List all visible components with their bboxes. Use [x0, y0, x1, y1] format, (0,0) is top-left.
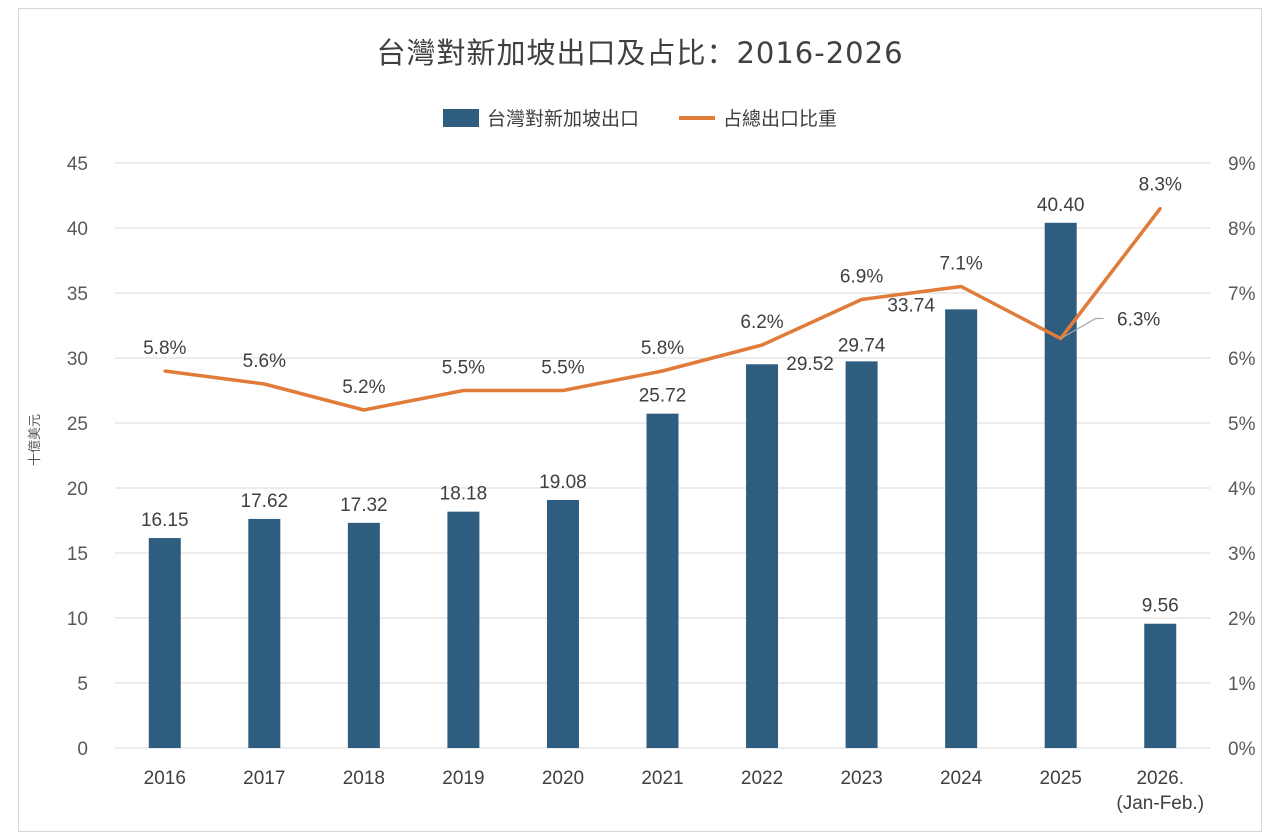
bar-data-label: 19.08 [539, 472, 587, 493]
y-tick-right: 7% [1228, 284, 1256, 305]
share-point [262, 382, 266, 386]
legend-item-exports: 台灣對新加坡出口 [442, 104, 639, 131]
share-point [561, 389, 565, 392]
bar [646, 413, 679, 748]
bar [945, 309, 978, 748]
y-tick-left: 35 [67, 284, 88, 305]
chart-frame [18, 8, 1262, 832]
y-tick-left: 5 [77, 674, 88, 695]
legend-label: 占總出口比重 [723, 108, 838, 130]
x-tick-label: 2022 [741, 768, 783, 789]
line-data-label: 5.8% [143, 338, 186, 359]
x-tick-label: 2019 [442, 768, 484, 789]
legend-swatch-line [679, 115, 715, 120]
bar [845, 361, 878, 748]
y-tick-right: 3% [1228, 544, 1256, 565]
line-data-label: 5.8% [641, 338, 684, 359]
line-data-label: 6.3% [1117, 310, 1160, 331]
bar [447, 511, 480, 748]
bar [148, 538, 181, 748]
legend-item-share: 占總出口比重 [679, 104, 837, 131]
share-point [860, 298, 864, 301]
share-line [164, 207, 1162, 412]
x-tick-label: 2021 [641, 768, 683, 789]
share-point [461, 389, 465, 392]
y-tick-right: 2% [1228, 609, 1256, 630]
bar-data-label: 29.52 [786, 354, 834, 375]
legend: 台灣對新加坡出口 占總出口比重 [0, 104, 1280, 131]
share-point [760, 343, 764, 347]
y-tick-left: 25 [67, 414, 88, 435]
line-data-label: 6.2% [740, 312, 783, 333]
bar-data-label: 25.72 [639, 386, 687, 407]
share-point [1158, 207, 1162, 210]
line-data-label: 8.3% [1139, 175, 1182, 196]
y-tick-left: 20 [67, 479, 88, 500]
x-tick-label: 2026. [1136, 768, 1184, 789]
legend-swatch-bar [442, 108, 479, 127]
x-tick-label: 2017 [243, 768, 285, 789]
y-tick-right: 8% [1228, 219, 1256, 240]
share-point [959, 285, 963, 288]
x-tick-label: 2016 [144, 768, 186, 789]
line-data-label: 5.2% [342, 377, 385, 398]
x-tick-label: (Jan-Feb.) [1116, 793, 1204, 814]
y-tick-right: 5% [1228, 414, 1256, 435]
bar-data-label: 40.40 [1037, 195, 1085, 216]
y-tick-right: 4% [1228, 479, 1256, 500]
bar [248, 518, 281, 748]
x-tick-label: 2020 [542, 768, 584, 789]
y-tick-right: 6% [1228, 349, 1256, 370]
bar-data-label: 33.74 [887, 295, 935, 316]
x-tick-label: 2018 [343, 768, 385, 789]
bar-data-label: 16.15 [141, 510, 189, 531]
y-tick-left: 15 [67, 544, 88, 565]
legend-label: 台灣對新加坡出口 [486, 108, 639, 130]
line-data-label: 6.9% [840, 267, 883, 288]
bar [347, 522, 380, 748]
y-tick-left: 45 [67, 154, 88, 175]
x-tick-label: 2024 [940, 768, 983, 789]
bar [546, 499, 579, 748]
bar [746, 364, 779, 748]
line-data-label: 5.6% [243, 351, 286, 372]
y-tick-right: 0% [1228, 739, 1256, 760]
bar [1044, 222, 1077, 749]
share-point [163, 369, 167, 373]
bar-data-label: 17.62 [241, 491, 289, 512]
y-tick-left: 10 [67, 609, 88, 630]
bar-data-label: 29.74 [838, 335, 886, 356]
bar-data-label: 17.32 [340, 495, 388, 516]
share-point [661, 369, 664, 373]
y-tick-left: 30 [67, 349, 88, 370]
line-data-label: 5.5% [442, 358, 485, 379]
x-tick-label: 2025 [1040, 768, 1082, 789]
x-tick-label: 2023 [840, 768, 882, 789]
y-tick-left: 0 [77, 739, 88, 760]
y-tick-left: 40 [67, 219, 88, 240]
line-data-label: 7.1% [939, 254, 982, 275]
line-data-label: 5.5% [541, 358, 584, 379]
leader-line [1060, 317, 1104, 340]
share-point [362, 408, 366, 412]
bar [1144, 623, 1177, 748]
bar-data-label: 18.18 [440, 484, 488, 505]
chart-title: 台灣對新加坡出口及占比：2016-2026 [376, 36, 904, 70]
y-tick-right: 1% [1228, 674, 1256, 695]
bar-data-label: 9.56 [1142, 596, 1179, 617]
y-tick-right: 9% [1228, 154, 1256, 175]
